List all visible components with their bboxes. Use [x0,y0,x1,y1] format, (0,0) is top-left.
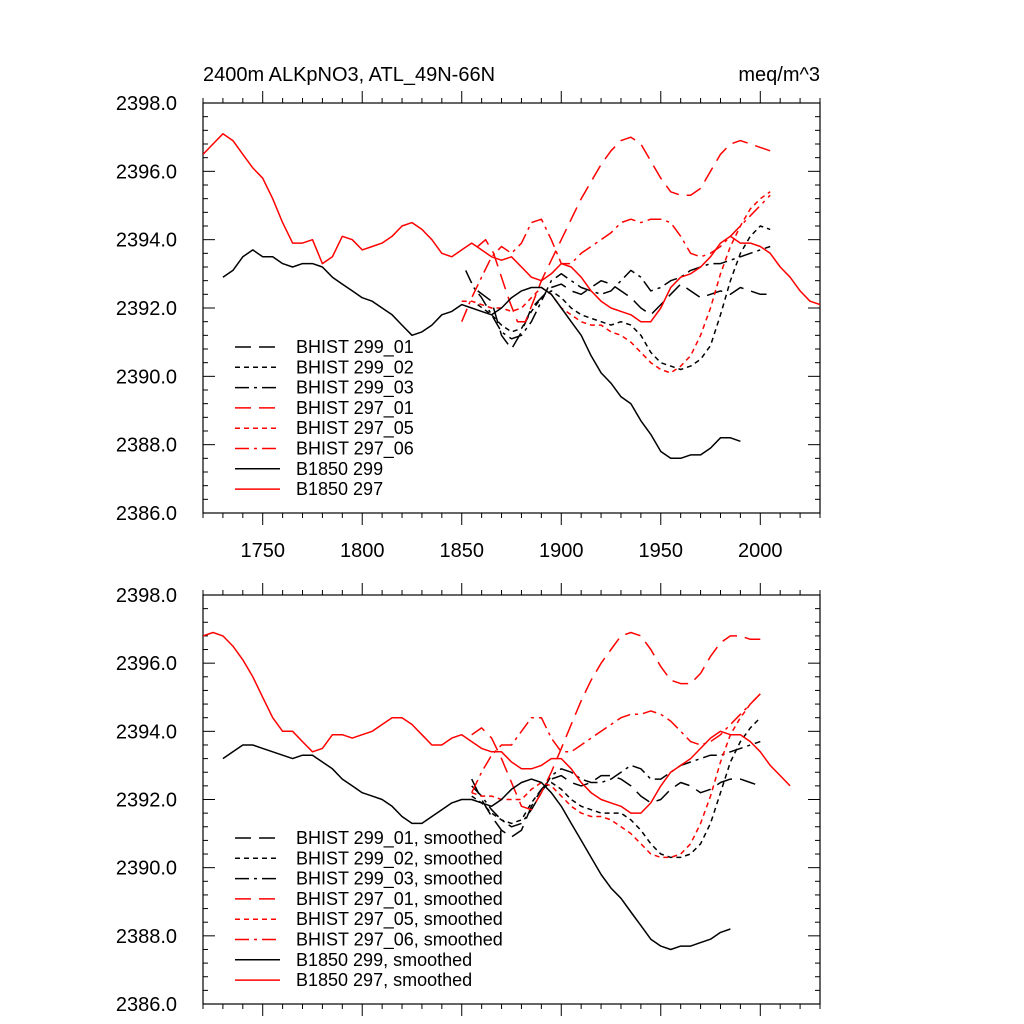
series-line [465,245,771,340]
series-line [471,693,761,794]
legend-label: BHIST 297_06 [296,439,414,460]
x-tick-label: 1900 [539,540,584,562]
y-tick-label: 2390.0 [116,858,177,880]
series-line [222,249,741,460]
legend-label: B1850 299, smoothed [296,950,472,970]
series-line [477,279,771,350]
y-tick-label: 2390.0 [116,366,177,388]
legend-label: BHIST 297_01 [296,398,414,419]
legend-label: BHIST 299_03 [296,378,414,399]
x-tick-label: 1850 [439,540,484,562]
legend-label: BHIST 299_03, smoothed [296,869,503,890]
series-line [471,631,761,811]
y-tick-label: 2394.0 [116,230,177,252]
legend-label: B1850 297 [296,479,383,499]
series-line [477,136,771,323]
series-line [471,717,761,859]
y-tick-label: 2386.0 [116,994,177,1016]
y-tick-label: 2392.0 [116,298,177,320]
x-tick-label: 1750 [240,540,285,562]
legend-label: BHIST 299_01 [296,337,414,358]
legend-label: BHIST 299_02, smoothed [296,848,503,869]
legend-label: BHIST 297_01, smoothed [296,889,503,910]
y-tick-label: 2388.0 [116,435,177,457]
y-tick-label: 2396.0 [116,653,177,675]
legend-label: B1850 297, smoothed [296,970,472,990]
x-tick-label: 1950 [639,540,684,562]
y-tick-label: 2398.0 [116,585,177,607]
series-line [461,194,771,322]
legend-label: BHIST 299_01, smoothed [296,828,503,849]
units-label: meq/m^3 [738,64,820,86]
series-line [477,225,771,371]
x-tick-label: 2000 [738,540,783,562]
y-tick-label: 2386.0 [116,503,177,525]
series-line [461,191,771,374]
y-tick-label: 2398.0 [116,93,177,115]
series-line [222,744,731,951]
x-tick-label: 1800 [340,540,385,562]
series-line [203,631,791,814]
chart-panel-1: 1750 1800 1850 1900 1950 2000 2386.0 2388.0 2390… [116,64,821,562]
legend-label: BHIST 297_05 [296,418,414,439]
y-tick-label: 2394.0 [116,721,177,743]
legend-label: B1850 299 [296,459,383,479]
legend-label: BHIST 297_06, smoothed [296,930,503,951]
legend-label: BHIST 297_05, smoothed [296,909,503,930]
chart-title: 2400m ALKpNO3, ATL_49N-66N [203,64,495,86]
legend-label: BHIST 299_02 [296,357,414,378]
chart-panel-2: 2386.0 2388.0 2390.0 2392.0 2394.0 2396.0 2398… [116,583,821,1016]
series-line [203,133,820,323]
series-line [471,774,761,838]
series-line [471,740,761,828]
series-line [471,693,761,859]
y-tick-label: 2396.0 [116,161,177,183]
y-tick-label: 2392.0 [116,790,177,812]
y-tick-label: 2388.0 [116,926,177,948]
